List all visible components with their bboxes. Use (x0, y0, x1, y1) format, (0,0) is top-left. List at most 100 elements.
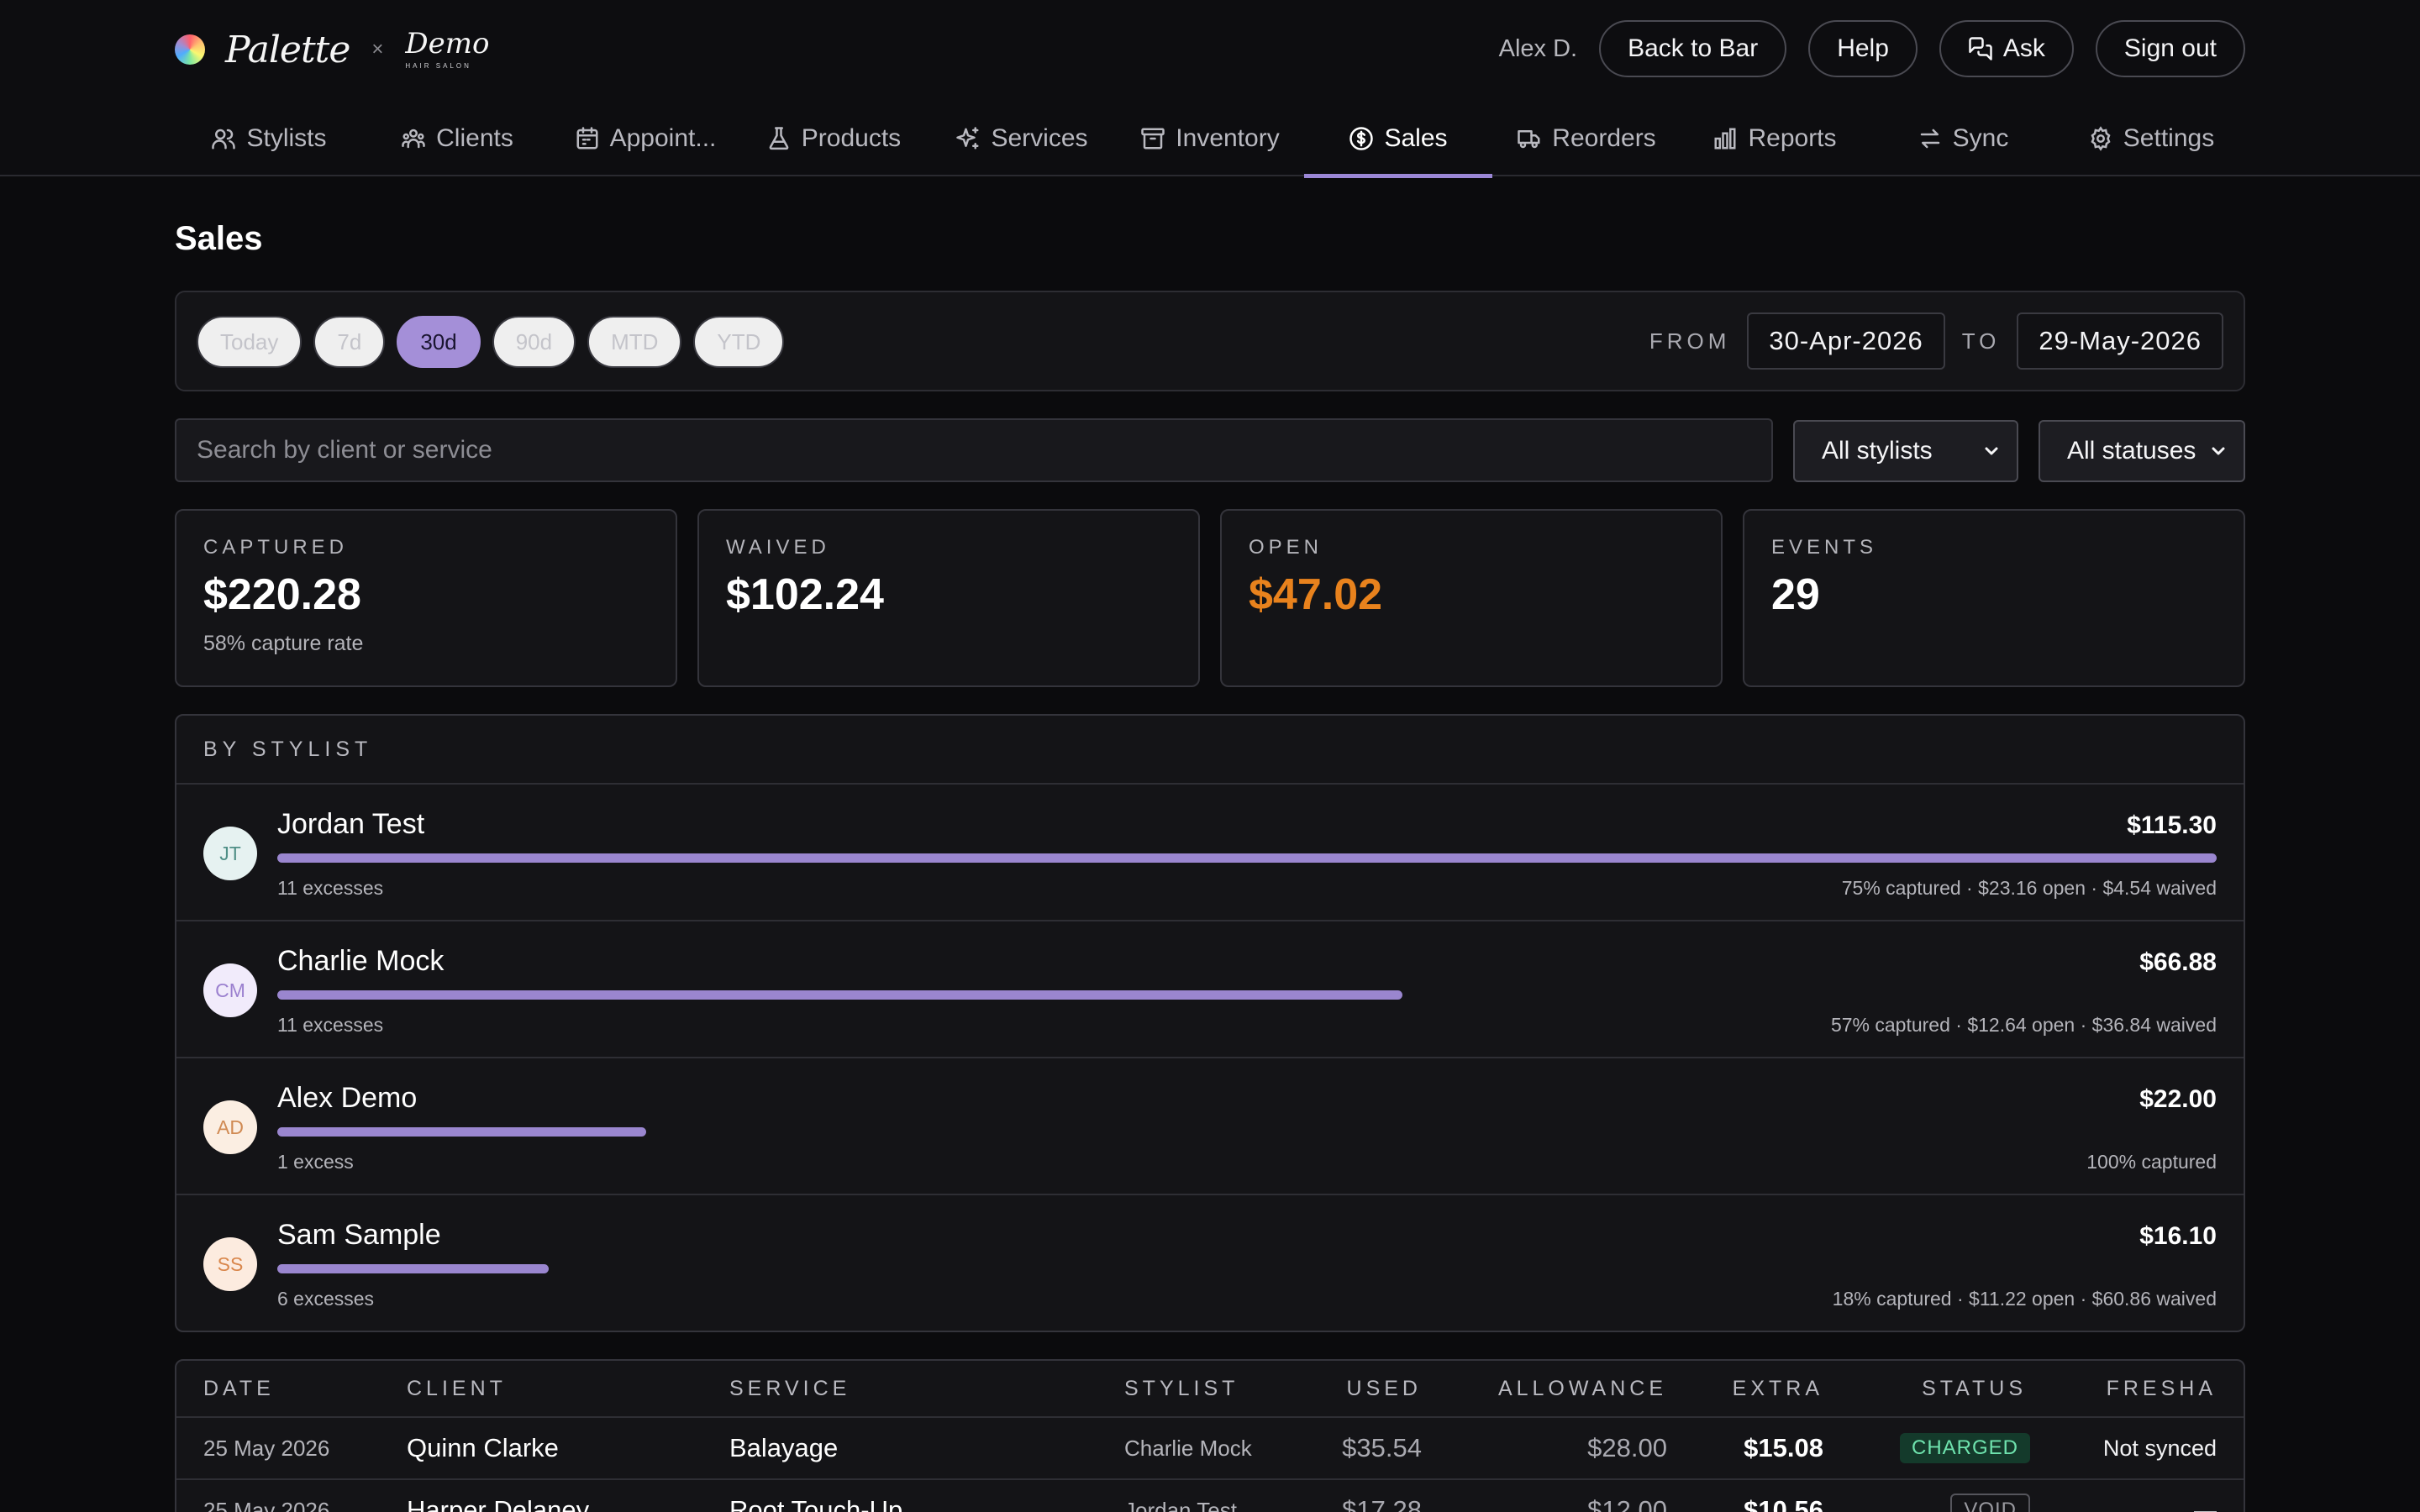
col-service[interactable]: SERVICE (729, 1376, 851, 1400)
stat-label: OPEN (1249, 536, 1323, 559)
main-nav: Stylists Clients Appoint... Products Ser… (175, 101, 2245, 178)
tab-stylists[interactable]: Stylists (175, 101, 363, 176)
col-status[interactable]: STATUS (1922, 1376, 2027, 1400)
flask-icon (769, 127, 789, 150)
tab-services[interactable]: Services (928, 101, 1116, 176)
to-date-input[interactable]: 29-May-2026 (2017, 312, 2223, 370)
col-used[interactable]: USED (1346, 1376, 1422, 1400)
search-input[interactable]: Search by client or service (175, 418, 1773, 482)
stat-label: WAIVED (726, 536, 830, 559)
clients-icon (402, 129, 425, 149)
panel-title: BY STYLIST (176, 716, 2244, 785)
cell-stylist: Jordan Test (1124, 1497, 1237, 1512)
from-date-input[interactable]: 30-Apr-2026 (1747, 312, 1945, 370)
tab-label: Appoint... (609, 124, 717, 152)
tab-label: Reports (1748, 124, 1837, 152)
cell-service: Root Touch-Up (729, 1495, 903, 1512)
app-header: Palette × Demo HAIR SALON Alex D. Back t… (0, 0, 2420, 178)
stylist-name: Jordan Test (277, 808, 425, 840)
cell-client: Quinn Clarke (407, 1433, 559, 1462)
stylist-row[interactable]: CM Charlie Mock $66.88 11 excesses 57% c… (176, 921, 2244, 1058)
stylist-total: $22.00 (2139, 1085, 2217, 1113)
cell-used: $35.54 (1342, 1433, 1422, 1462)
preset-today[interactable]: Today (197, 316, 302, 368)
tab-reorders[interactable]: Reorders (1492, 101, 1681, 176)
cell-status: CHARGED (1899, 1418, 2030, 1478)
cell-extra: $10.56 (1744, 1495, 1823, 1512)
tab-label: Products (801, 124, 902, 152)
stylist-excess-count: 1 excess (277, 1151, 354, 1173)
help-button[interactable]: Help (1808, 20, 1918, 77)
tab-label: Sync (1952, 124, 2009, 152)
col-client[interactable]: CLIENT (407, 1376, 507, 1400)
tab-label: Sales (1384, 124, 1448, 152)
stylist-row[interactable]: AD Alex Demo $22.00 1 excess 100% captur… (176, 1058, 2244, 1195)
cell-fresha: — (2194, 1497, 2217, 1512)
col-date[interactable]: DATE (203, 1376, 275, 1400)
chevron-down-icon (1985, 447, 1998, 455)
tab-sync[interactable]: Sync (1869, 101, 2057, 176)
stat-value: $102.24 (726, 570, 884, 619)
partner-subtitle: HAIR SALON (405, 62, 471, 70)
stylist-share-track (277, 990, 2217, 1000)
col-fresha[interactable]: FRESHA (2106, 1376, 2217, 1400)
tab-reports[interactable]: Reports (1681, 101, 1869, 176)
back-to-bar-button[interactable]: Back to Bar (1599, 20, 1787, 77)
tab-clients[interactable]: Clients (363, 101, 551, 176)
stat-open: OPEN $47.02 (1220, 509, 1723, 687)
stylist-select[interactable]: All stylists (1793, 420, 2018, 482)
cell-extra: $15.08 (1744, 1433, 1823, 1462)
stylist-name: Charlie Mock (277, 945, 445, 977)
tab-inventory[interactable]: Inventory (1116, 101, 1304, 176)
from-label: FROM (1649, 328, 1731, 354)
preset-30d[interactable]: 30d (397, 316, 481, 368)
to-label: TO (1961, 328, 2001, 354)
table-row[interactable]: 25 May 2026 Harper Delaney Root Touch-Up… (176, 1480, 2244, 1512)
status-select[interactable]: All statuses (2039, 420, 2245, 482)
stylist-share-bar (277, 990, 1402, 1000)
stylist-share-bar (277, 1127, 646, 1137)
cell-used: $17.28 (1342, 1495, 1422, 1512)
col-extra[interactable]: EXTRA (1732, 1376, 1823, 1400)
cell-fresha: Not synced (2102, 1435, 2217, 1461)
table-row[interactable]: 25 May 2026 Quinn Clarke Balayage Charli… (176, 1418, 2244, 1480)
status-badge: VOID (1950, 1494, 2030, 1512)
tab-label: Settings (2123, 124, 2215, 152)
ask-label: Ask (2002, 34, 2045, 62)
palette-logo-icon (175, 34, 205, 65)
stylist-share-track (277, 1127, 2217, 1137)
stylist-excess-count: 11 excesses (277, 877, 384, 899)
range-presets: Today 7d 30d 90d MTD YTD (197, 316, 785, 368)
tab-settings[interactable]: Settings (2057, 101, 2245, 176)
brand-logo[interactable]: Palette × Demo HAIR SALON (175, 24, 489, 76)
stylist-share-track (277, 1264, 2217, 1273)
stat-value: $220.28 (203, 570, 361, 619)
stylist-row[interactable]: SS Sam Sample $16.10 6 excesses 18% capt… (176, 1195, 2244, 1331)
stylist-total: $16.10 (2139, 1222, 2217, 1250)
stylist-select-value: All stylists (1822, 437, 1933, 465)
col-stylist[interactable]: STYLIST (1124, 1376, 1239, 1400)
tab-sales[interactable]: Sales (1304, 101, 1492, 178)
brand-separator: × (371, 38, 384, 60)
ask-button[interactable]: Ask (1939, 20, 2074, 77)
page-title: Sales (175, 220, 263, 257)
stat-label: EVENTS (1771, 536, 1878, 559)
tab-appointments[interactable]: Appoint... (551, 101, 739, 176)
stat-waived: WAIVED $102.24 (697, 509, 1200, 687)
stylist-excess-count: 6 excesses (277, 1288, 375, 1310)
tab-label: Reorders (1552, 124, 1656, 152)
sales-table: DATE CLIENT SERVICE STYLIST USED ALLOWAN… (175, 1359, 2245, 1512)
preset-90d[interactable]: 90d (492, 316, 576, 368)
preset-ytd[interactable]: YTD (693, 316, 785, 368)
sign-out-button[interactable]: Sign out (2095, 20, 2245, 77)
cell-status: VOID (1950, 1480, 2030, 1512)
cell-allowance: $28.00 (1587, 1433, 1667, 1462)
tab-products[interactable]: Products (739, 101, 928, 176)
preset-7d[interactable]: 7d (313, 316, 386, 368)
avatar: JT (203, 827, 257, 880)
preset-mtd[interactable]: MTD (587, 316, 682, 368)
col-allowance[interactable]: ALLOWANCE (1497, 1376, 1667, 1400)
users-icon (212, 129, 236, 150)
stylist-row[interactable]: JT Jordan Test $115.30 11 excesses 75% c… (176, 785, 2244, 921)
cell-client: Harper Delaney (407, 1495, 590, 1512)
